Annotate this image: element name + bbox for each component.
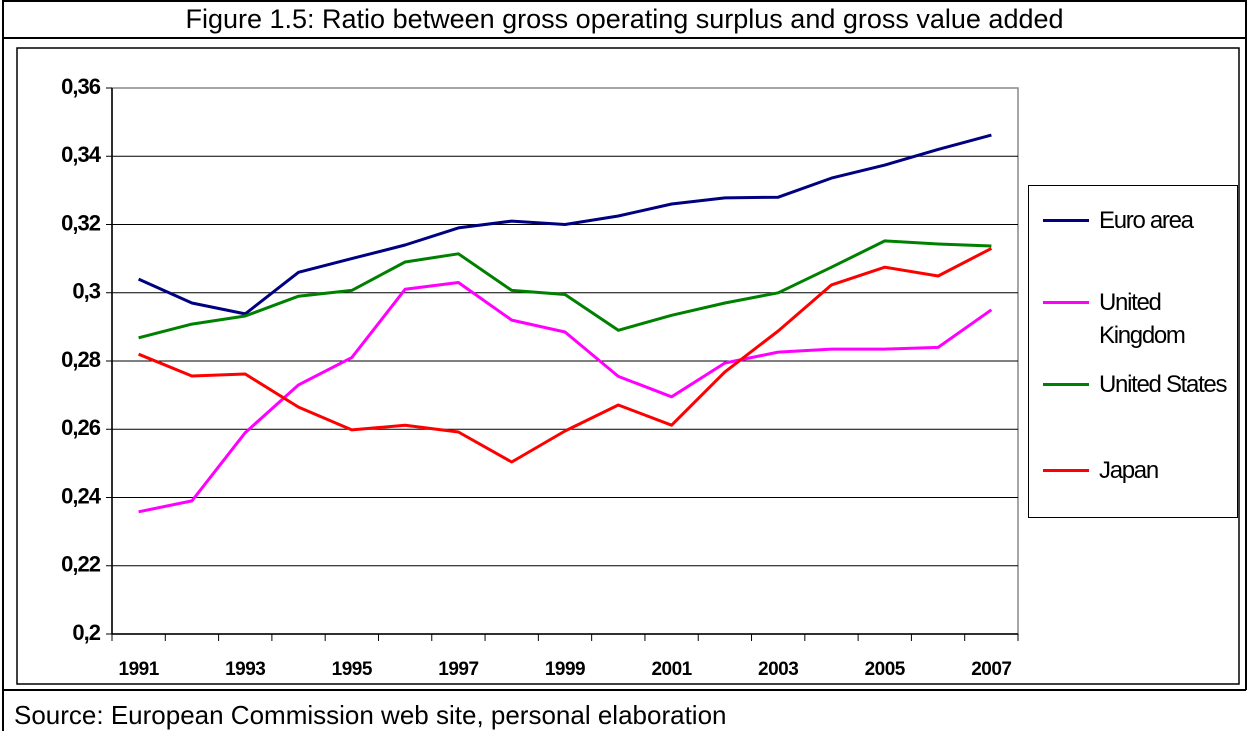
chart-border [16, 47, 1240, 685]
y-tick-label: 0,26 [61, 415, 101, 440]
legend-swatch [1043, 301, 1089, 304]
line-series [138, 247, 993, 464]
legend-label: United Kingdom [1099, 289, 1186, 349]
y-tick-label: 0,36 [61, 74, 101, 99]
legend-swatch [1043, 219, 1089, 222]
y-tick-label: 0,2 [72, 620, 100, 645]
legend-swatch [1043, 469, 1089, 472]
line-series [137, 133, 992, 316]
x-tick-label: 1991 [119, 659, 160, 680]
legend-label: Euro area [1099, 207, 1194, 234]
y-tick-label: 0,34 [61, 142, 102, 167]
legend-swatch [1043, 383, 1089, 386]
source: Source: European Commission web site, pe… [14, 700, 727, 730]
x-tick-label: 2005 [865, 659, 906, 680]
y-tick-label: 0,24 [61, 483, 102, 508]
legend-label: Japan [1099, 457, 1159, 484]
y-tick-label: 0,32 [61, 210, 101, 235]
legend: Euro area United Kingdom United States Japa… [1028, 185, 1238, 518]
x-tick-label: 1997 [438, 659, 478, 680]
y-tick-label: 0,22 [61, 552, 101, 577]
line-series [138, 239, 992, 340]
x-tick-label: 1999 [545, 659, 585, 680]
line-series [138, 281, 993, 514]
x-tick-label: 2003 [758, 659, 798, 680]
y-tick-label: 0,3 [72, 279, 100, 304]
x-tick-label: 1993 [225, 659, 265, 680]
y-tick-label: 0,28 [61, 347, 101, 372]
x-tick-label: 2001 [651, 659, 692, 680]
chart-title: Figure 1.5: Ratio between gross operatin… [185, 4, 1064, 34]
legend-label: United States [1099, 371, 1227, 398]
x-tick-label: 2007 [971, 659, 1011, 680]
x-tick-label: 1995 [332, 659, 373, 680]
